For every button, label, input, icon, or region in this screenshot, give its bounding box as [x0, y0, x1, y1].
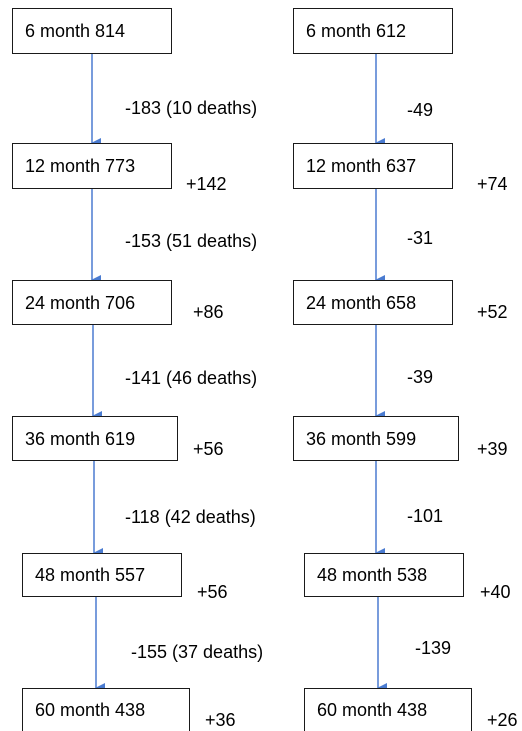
right-box-60-month: 60 month 438	[304, 688, 472, 731]
right-loss-5: -139	[415, 638, 452, 658]
right-loss-3: -39	[407, 367, 434, 387]
left-box-12-month: 12 month 773	[12, 143, 172, 189]
left-box-48-month: 48 month 557	[22, 553, 182, 597]
right-box-36-month: 36 month 599	[293, 416, 459, 461]
left-loss-1: -183 (10 deaths)	[125, 98, 258, 118]
right-gain-3: +39	[477, 439, 508, 459]
left-gain-4: +56	[197, 582, 228, 602]
left-box-6-month: 6 month 814	[12, 8, 172, 54]
right-gain-2: +52	[477, 302, 508, 322]
left-box-24-month: 24 month 706	[12, 280, 172, 325]
right-box-6-month: 6 month 612	[293, 8, 453, 54]
right-gain-1: +74	[477, 174, 508, 194]
right-box-24-month: 24 month 658	[293, 280, 453, 325]
right-gain-5: +26	[487, 710, 518, 730]
left-loss-4: -118 (42 deaths)	[125, 507, 256, 527]
left-gain-5: +36	[205, 710, 236, 730]
right-loss-4: -101	[407, 506, 444, 526]
left-gain-3: +56	[193, 439, 224, 459]
left-box-60-month: 60 month 438	[22, 688, 190, 731]
right-box-48-month: 48 month 538	[304, 553, 464, 597]
right-box-12-month: 12 month 637	[293, 143, 453, 189]
right-loss-1: -49	[407, 100, 434, 120]
left-gain-1: +142	[186, 174, 227, 194]
right-loss-2: -31	[407, 228, 434, 248]
left-loss-3: -141 (46 deaths)	[125, 368, 258, 388]
left-loss-2: -153 (51 deaths)	[125, 231, 258, 251]
left-loss-5: -155 (37 deaths)	[131, 642, 264, 662]
right-gain-4: +40	[480, 582, 511, 602]
left-gain-2: +86	[193, 302, 224, 322]
left-box-36-month: 36 month 619	[12, 416, 178, 461]
